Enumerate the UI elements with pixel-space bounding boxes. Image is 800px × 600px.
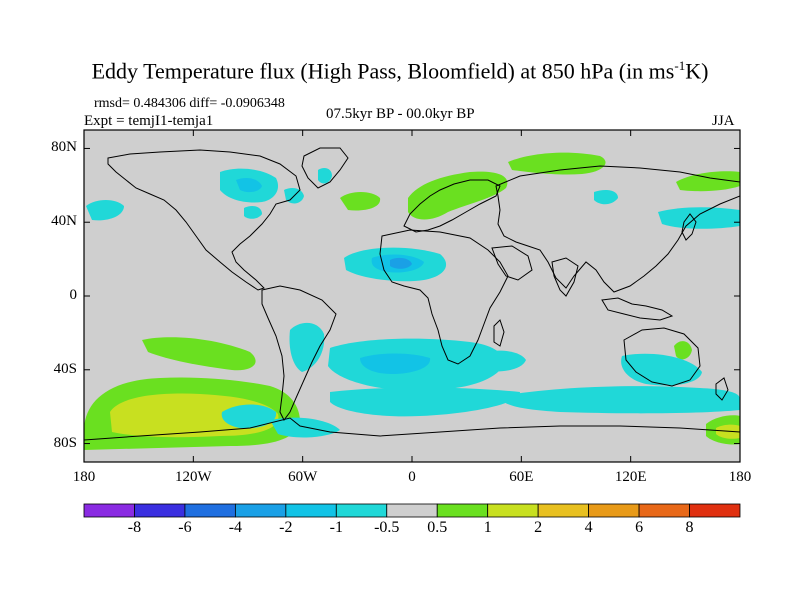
lon-label: 180 xyxy=(72,469,96,485)
anomaly-fields xyxy=(84,152,740,450)
colorbar-label: -6 xyxy=(178,519,192,536)
coast-greenland xyxy=(301,147,349,189)
field-southpacific-upper-green xyxy=(142,337,256,371)
colorbar-label: 8 xyxy=(685,519,694,536)
title-superscript: -1 xyxy=(674,58,686,73)
coast-new-zealand xyxy=(715,377,729,401)
coastlines xyxy=(84,147,740,462)
field-so-band-cyan xyxy=(330,387,520,417)
field-nafrica-core xyxy=(390,257,412,269)
colorbar-label: 0.5 xyxy=(427,519,448,536)
experiment-label: Expt = temjI1-temja1 xyxy=(84,113,214,129)
colorbar-swatch xyxy=(386,503,438,518)
coast-europe xyxy=(403,179,501,233)
coast-south-america xyxy=(261,285,337,421)
coast-madagascar xyxy=(493,319,505,347)
colorbar-label: 4 xyxy=(584,519,593,536)
colorbar-swatch xyxy=(436,503,489,518)
title-end: K) xyxy=(685,58,709,84)
coast-africa xyxy=(379,229,509,365)
field-atlantic-green xyxy=(340,192,381,211)
colorbar-label: -2 xyxy=(279,519,293,536)
colorbar-swatch xyxy=(335,503,388,518)
colorbar-swatch xyxy=(83,503,135,518)
coast-north-america xyxy=(107,149,301,291)
colorbar-swatch xyxy=(588,503,640,518)
field-sepacific-cyan xyxy=(221,404,277,429)
map-title: Eddy Temperature flux (High Pass, Bloomf… xyxy=(0,58,800,84)
colorbar-label: 2 xyxy=(534,519,543,536)
lon-label: 180 xyxy=(728,469,752,485)
field-antarctic-coast-cyan xyxy=(270,417,340,438)
coast-japan xyxy=(681,213,697,241)
field-southindian-cyan xyxy=(500,386,740,414)
field-canada-blue xyxy=(236,178,262,193)
lon-label: 120W xyxy=(174,469,212,485)
field-indian-cyan xyxy=(476,350,526,372)
colorbar-swatch xyxy=(689,503,741,518)
season-label: JJA xyxy=(712,113,735,129)
colorbar-swatch xyxy=(487,503,539,518)
colorbar-swatch xyxy=(537,503,590,518)
field-pacific-north-cyan xyxy=(86,200,124,221)
lat-label: 40S xyxy=(53,360,77,377)
title-main: Eddy Temperature flux (High Pass, Bloomf… xyxy=(91,58,675,84)
period-label: 07.5kyr BP - 00.0kyr BP xyxy=(326,106,475,122)
colorbar-swatch xyxy=(184,503,236,518)
field-australia-green xyxy=(674,341,692,360)
coast-india xyxy=(551,257,579,297)
field-greatlakes-cyan xyxy=(244,206,262,219)
field-arctic-green xyxy=(508,152,606,175)
field-sam-cyan xyxy=(289,322,325,372)
lon-label: 120E xyxy=(614,469,647,485)
field-greenland-cyan xyxy=(318,168,332,184)
coast-arabia xyxy=(491,245,533,281)
colorbar-swatch xyxy=(638,503,690,518)
field-siberia-green xyxy=(676,171,740,192)
colorbar xyxy=(83,503,741,518)
field-npacific-cyan xyxy=(658,207,740,229)
lon-label: 0 xyxy=(408,469,416,485)
field-australia-cyan xyxy=(621,353,702,386)
stats-text: rmsd= 0.484306 diff= -0.0906348 xyxy=(94,96,285,111)
lon-label: 60W xyxy=(288,469,318,485)
coast-antarctica xyxy=(84,417,740,462)
lon-label: 60E xyxy=(509,469,534,485)
coast-asia xyxy=(495,165,740,293)
field-europe-green xyxy=(408,171,508,220)
lat-label: 80N xyxy=(51,139,77,156)
coast-australia xyxy=(623,327,701,387)
colorbar-label: -4 xyxy=(228,519,243,536)
colorbar-label: 6 xyxy=(635,519,644,536)
colorbar-label: 1 xyxy=(483,519,492,536)
lat-label: 40N xyxy=(51,213,77,230)
colorbar-label: -0.5 xyxy=(374,519,400,536)
axis-ticks xyxy=(83,130,741,462)
field-southatlantic-blue xyxy=(360,353,431,374)
field-china-cyan xyxy=(594,190,618,205)
lat-label: 0 xyxy=(69,287,78,303)
colorbar-swatch xyxy=(234,503,287,518)
colorbar-swatch xyxy=(285,503,337,518)
field-antarctic-east-yellow xyxy=(716,424,740,439)
lat-label: 80S xyxy=(53,434,77,451)
colorbar-label: -8 xyxy=(127,519,142,536)
colorbar-swatch xyxy=(134,503,186,518)
colorbar-label: -1 xyxy=(329,519,343,536)
coast-indonesia xyxy=(601,297,674,321)
